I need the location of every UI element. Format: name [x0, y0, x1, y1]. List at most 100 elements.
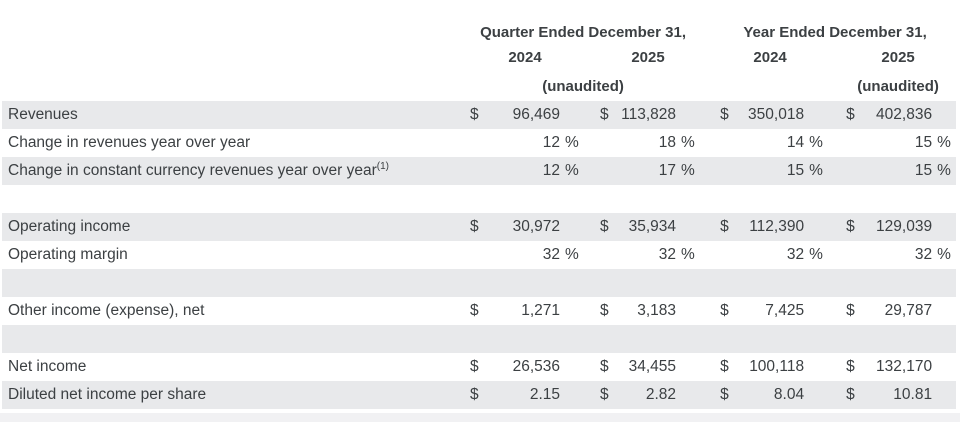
value-cell: 10.81 [893, 386, 933, 404]
currency-symbol [714, 241, 738, 269]
group-gap [826, 241, 840, 269]
currency-symbol: $ [720, 302, 729, 320]
percent-sign: % [681, 134, 695, 152]
currency-symbol [714, 129, 738, 157]
percent-sign: % [565, 246, 579, 264]
percent-sign: % [809, 134, 823, 152]
value-cell: 32 [658, 246, 676, 264]
group-gap [826, 71, 840, 101]
currency-symbol: $ [600, 358, 609, 376]
currency-symbol: $ [600, 302, 609, 320]
value-cell: 1,271 [521, 302, 560, 320]
quarter-2024-column-header: 2024 [508, 49, 542, 66]
value-cell: 15 [914, 162, 933, 180]
financial-results-table: Quarter Ended December 31, Year Ended De… [2, 0, 957, 409]
currency-symbol: $ [470, 302, 479, 320]
header-spacer [2, 44, 464, 71]
value-cell: 26,536 [512, 358, 560, 376]
table-row: Diluted net income per share $2.15 $2.82 $8… [2, 381, 957, 409]
value-cell: 113,828 [621, 106, 676, 124]
currency-symbol: $ [720, 386, 729, 404]
percent-sign [804, 213, 826, 241]
group-gap [702, 241, 714, 269]
quarter-period-header: Quarter Ended December 31, [480, 24, 686, 41]
row-label: Operating margin [8, 246, 128, 264]
percent-sign: % [809, 246, 823, 264]
table-row: Revenues $96,469 $113,828 $350,018 $402,836 [2, 101, 957, 129]
value-cell: 7,425 [765, 302, 805, 320]
value-cell: 3,183 [637, 302, 676, 320]
currency-symbol [594, 157, 618, 185]
percent-sign: % [681, 246, 695, 264]
table-body: Revenues $96,469 $113,828 $350,018 $402,836 C… [2, 101, 957, 409]
currency-symbol: $ [846, 218, 855, 236]
currency-symbol [714, 157, 738, 185]
table-row: Change in constant currency revenues yea… [2, 157, 957, 185]
percent-sign: % [937, 246, 951, 264]
row-label: Change in constant currency revenues yea… [8, 161, 389, 180]
group-gap [586, 241, 594, 269]
header-spacer [2, 71, 464, 101]
year-period-header: Year Ended December 31, [743, 24, 927, 41]
group-gap [702, 101, 714, 129]
group-gap [702, 381, 714, 409]
group-gap [586, 157, 594, 185]
group-gap [826, 213, 840, 241]
currency-symbol: $ [846, 386, 855, 404]
currency-symbol: $ [600, 106, 609, 124]
value-cell: 112,390 [749, 218, 805, 236]
currency-symbol [464, 157, 492, 185]
spacer-row [2, 269, 957, 297]
year-2025-column-header: 2025 [881, 49, 915, 66]
value-cell: 30,972 [512, 218, 560, 236]
currency-symbol: $ [846, 358, 855, 376]
value-cell: 402,836 [876, 106, 933, 124]
group-gap [702, 129, 714, 157]
percent-sign [676, 381, 702, 409]
group-gap [586, 213, 594, 241]
group-gap [702, 157, 714, 185]
percent-sign: % [937, 162, 951, 180]
value-cell: 32 [914, 246, 933, 264]
value-cell: 29,787 [884, 302, 933, 320]
percent-sign [804, 381, 826, 409]
group-gap [826, 157, 840, 185]
currency-symbol: $ [470, 386, 479, 404]
percent-sign [560, 213, 586, 241]
value-cell: 132,170 [876, 358, 933, 376]
value-cell: 350,018 [748, 106, 805, 124]
header-row-unaudited: (unaudited) (unaudited) [2, 71, 956, 101]
group-gap [826, 381, 840, 409]
value-cell: 32 [786, 246, 805, 264]
group-gap [702, 71, 714, 101]
group-gap [586, 129, 594, 157]
group-gap [586, 353, 594, 381]
table-row: Other income (expense), net $1,271 $3,183 $… [2, 297, 956, 325]
currency-symbol [594, 241, 618, 269]
value-cell: 100,118 [749, 358, 805, 376]
currency-symbol: $ [720, 358, 729, 376]
group-gap [826, 353, 840, 381]
currency-symbol [594, 129, 618, 157]
footnote-ref: (1) [376, 161, 389, 173]
group-gap [826, 297, 840, 325]
group-gap [702, 353, 714, 381]
group-gap [702, 44, 714, 71]
table-header: Quarter Ended December 31, Year Ended De… [2, 0, 956, 101]
currency-symbol: $ [846, 106, 855, 124]
currency-symbol: $ [600, 386, 609, 404]
currency-symbol: $ [600, 218, 609, 236]
group-gap [702, 0, 714, 44]
value-cell: 15 [914, 134, 933, 152]
group-gap [826, 44, 840, 71]
currency-symbol [840, 157, 864, 185]
row-label: Revenues [8, 106, 78, 124]
value-cell: 96,469 [512, 106, 560, 124]
table-row: Net income $26,536 $34,455 $100,118 $132,170 [2, 353, 956, 381]
value-cell: 35,934 [628, 218, 676, 236]
header-spacer [2, 0, 464, 44]
table-row: Change in revenues year over year 12% 18% 1… [2, 129, 956, 157]
percent-sign [560, 353, 586, 381]
value-cell: 18 [658, 134, 676, 152]
value-cell: 2.82 [645, 386, 676, 404]
